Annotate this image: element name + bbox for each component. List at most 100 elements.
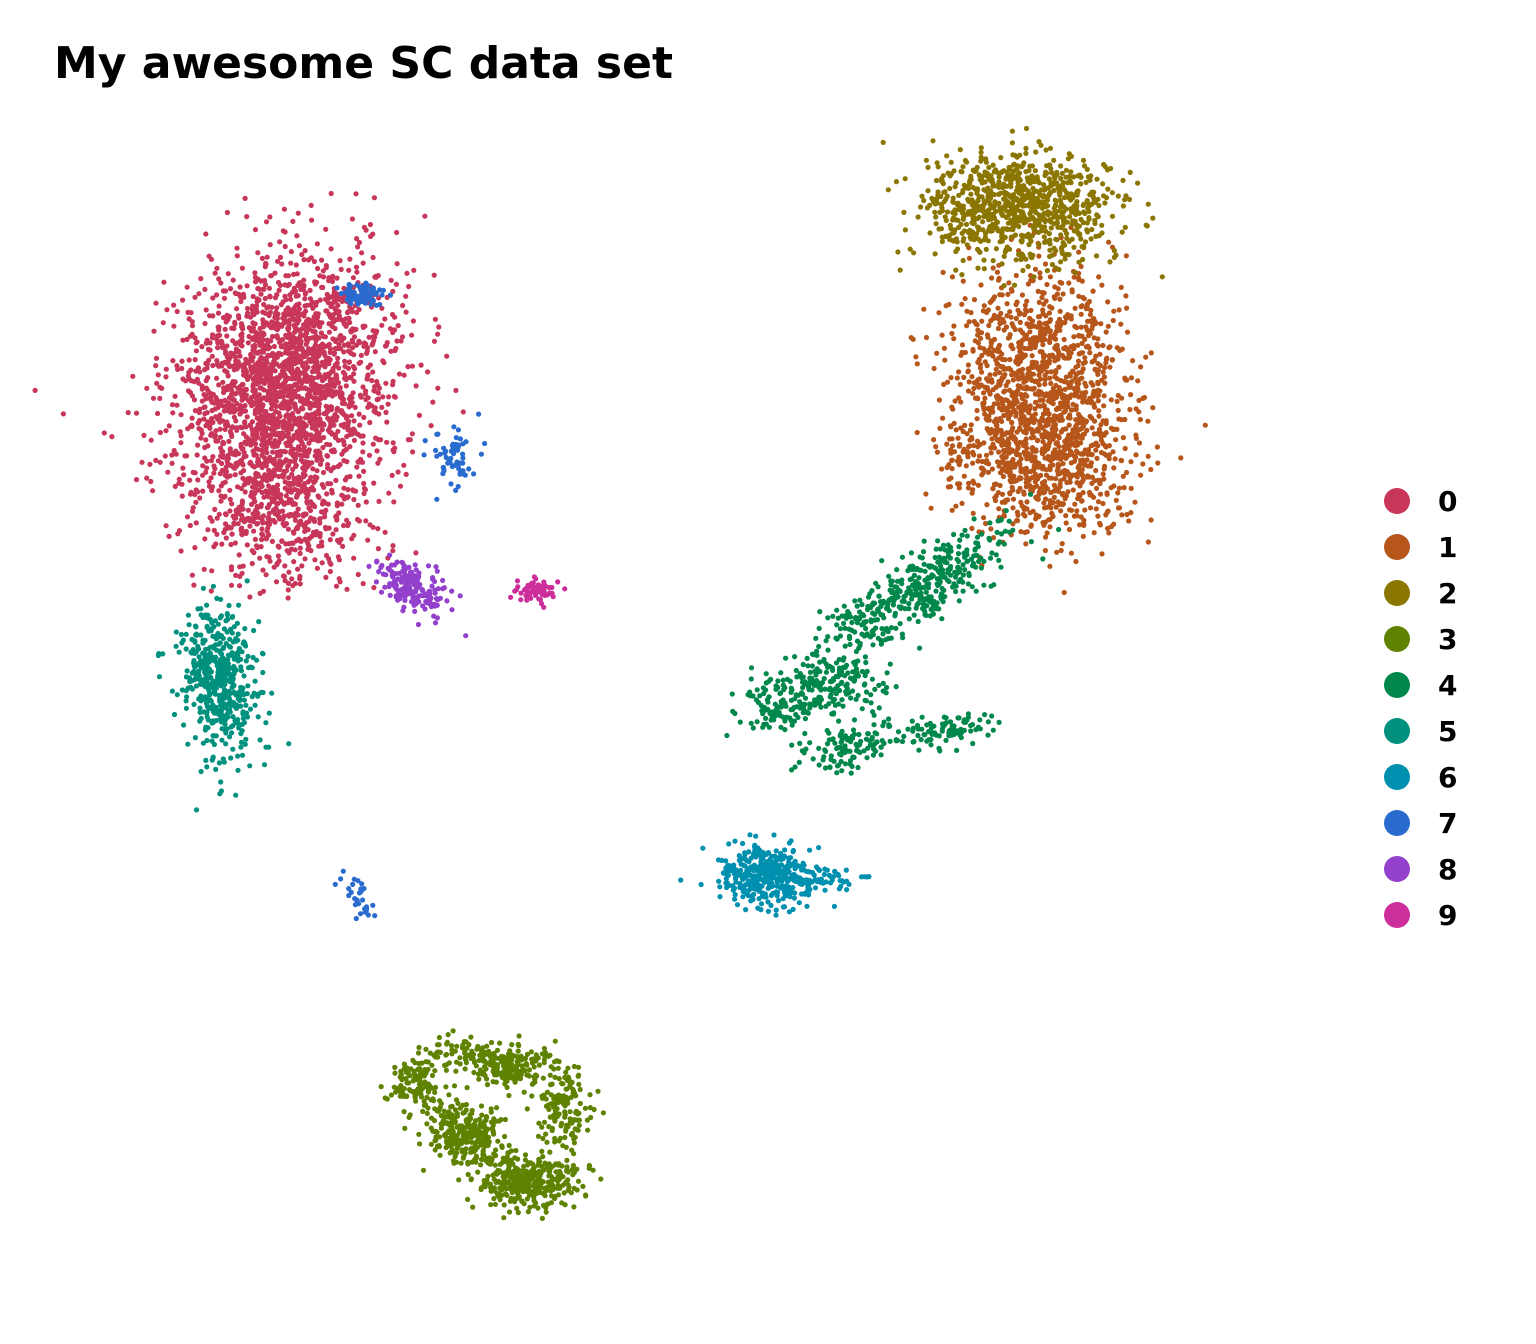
cell-point <box>988 526 994 532</box>
cell-point <box>1048 380 1054 387</box>
cell-point <box>289 471 295 477</box>
cell-point <box>169 452 175 458</box>
cell-point <box>405 364 411 370</box>
cell-point <box>997 292 1003 298</box>
cell-point <box>337 334 343 340</box>
cell-point <box>307 287 313 293</box>
cell-point <box>222 326 228 332</box>
cell-point <box>1084 427 1090 433</box>
cell-point <box>343 383 349 389</box>
cell-point <box>283 493 289 499</box>
cell-point <box>325 501 331 507</box>
cell-point <box>1021 418 1027 424</box>
cell-point <box>347 256 353 262</box>
cell-point <box>207 390 214 396</box>
cell-point <box>1032 266 1039 272</box>
cell-point <box>269 496 275 502</box>
cell-point <box>187 477 193 483</box>
cell-point <box>999 418 1005 424</box>
cell-point <box>310 322 316 328</box>
cell-point <box>258 291 264 297</box>
cell-point <box>322 353 328 359</box>
cell-point <box>410 318 416 324</box>
cell-point <box>273 398 279 404</box>
cell-point <box>221 408 227 414</box>
cell-point <box>251 451 257 457</box>
cell-point <box>245 360 251 366</box>
cell-point <box>1099 551 1105 557</box>
cell-point <box>1096 408 1102 414</box>
cell-point <box>1068 460 1074 466</box>
cell-point <box>404 270 410 276</box>
cell-point <box>986 198 992 204</box>
cell-point <box>314 241 320 247</box>
cell-point <box>258 447 265 453</box>
cell-point <box>274 361 280 367</box>
cell-point <box>255 360 261 366</box>
cell-point <box>282 578 288 584</box>
cell-point <box>163 374 169 380</box>
cell-point <box>1099 230 1105 236</box>
cell-point <box>264 337 270 343</box>
cell-point <box>236 552 242 558</box>
cell-point <box>394 229 400 236</box>
cell-point <box>279 472 285 478</box>
cell-point <box>285 273 292 279</box>
cell-point <box>1027 315 1033 321</box>
cell-point <box>291 475 297 482</box>
cell-point <box>1051 333 1057 339</box>
cell-point <box>370 231 376 237</box>
cell-point <box>940 415 946 421</box>
cell-point <box>203 437 209 443</box>
cell-point <box>1073 372 1079 378</box>
cell-point <box>1021 429 1027 435</box>
cell-point <box>295 506 301 512</box>
cell-point <box>970 390 976 396</box>
cell-point <box>153 355 160 361</box>
cell-point <box>999 454 1005 460</box>
cell-point <box>263 463 269 469</box>
cell-point <box>327 560 333 566</box>
cell-point <box>218 498 224 504</box>
cell-point <box>269 319 275 325</box>
cell-point <box>376 411 382 417</box>
cell-point <box>1023 450 1029 456</box>
cell-point <box>205 443 211 449</box>
cell-point <box>315 314 321 320</box>
cell-point <box>281 316 287 322</box>
cell-point <box>410 449 416 455</box>
cell-point <box>941 345 948 351</box>
cell-point <box>1104 355 1110 361</box>
cell-point <box>971 452 977 458</box>
cell-point <box>179 365 185 372</box>
cell-point <box>313 448 319 454</box>
cell-point <box>1023 145 1029 151</box>
cell-point <box>1004 301 1010 307</box>
cell-point <box>460 409 466 415</box>
cell-point <box>403 309 409 315</box>
cell-point <box>130 373 136 379</box>
cell-point <box>1062 467 1068 474</box>
cell-point <box>1051 157 1057 163</box>
cell-point <box>238 457 245 463</box>
cell-point <box>346 403 352 409</box>
cell-point <box>215 345 221 351</box>
cell-point <box>189 323 196 329</box>
cell-point <box>303 325 309 331</box>
cell-point <box>281 359 287 366</box>
cell-point <box>1119 346 1125 352</box>
cell-point <box>382 316 388 322</box>
cell-point <box>944 193 950 199</box>
cell-point <box>302 374 308 380</box>
cell-point <box>1123 253 1129 259</box>
cell-point <box>216 382 222 388</box>
cell-point <box>306 346 312 352</box>
cell-point <box>316 335 322 341</box>
cell-point <box>982 411 988 417</box>
cell-point <box>1007 411 1013 417</box>
cell-point <box>1028 522 1034 528</box>
cell-point <box>327 537 333 543</box>
cell-point <box>1020 511 1027 517</box>
cell-point <box>337 346 344 352</box>
cell-point <box>1017 358 1023 365</box>
